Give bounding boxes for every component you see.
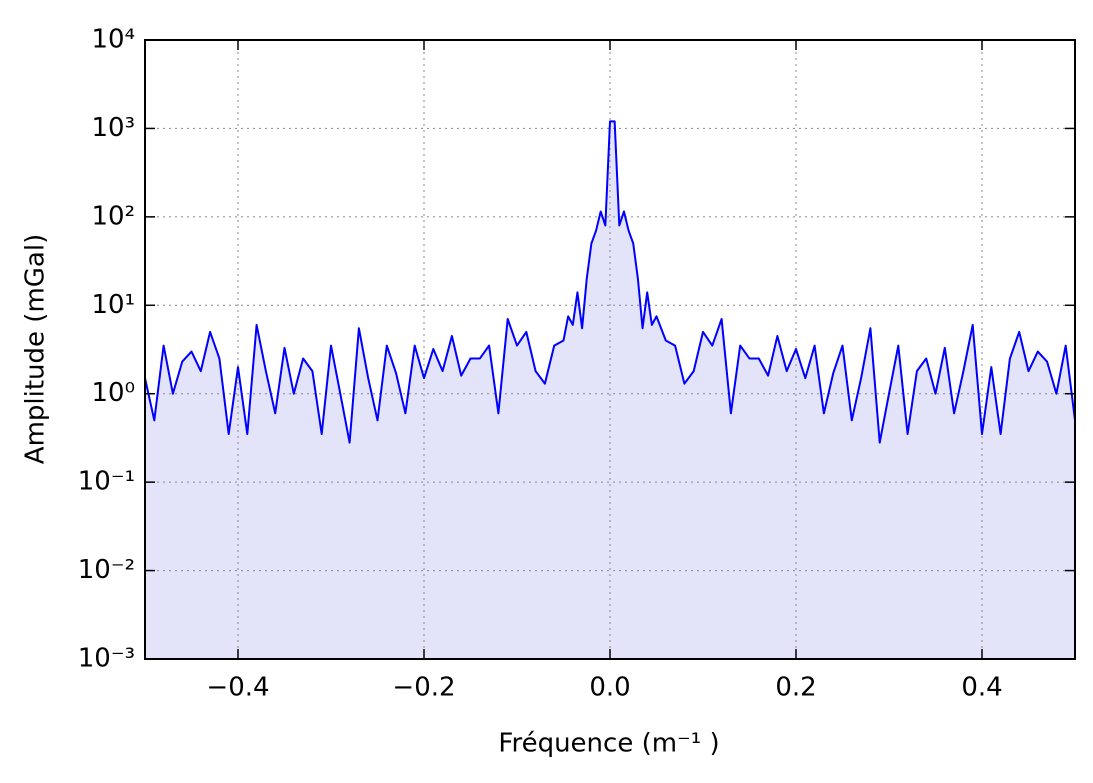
y-tick-label: 10³ — [91, 113, 135, 143]
x-tick-label: 0.0 — [589, 673, 630, 703]
x-tick-label: −0.4 — [206, 673, 269, 703]
x-tick-label: −0.2 — [392, 673, 455, 703]
x-axis-label: Fréquence (m⁻¹ ) — [498, 729, 719, 759]
x-tick-label: 0.2 — [775, 673, 816, 703]
y-tick-label: 10⁴ — [91, 25, 135, 55]
y-tick-label: 10⁻³ — [78, 644, 135, 674]
y-tick-label: 10⁻² — [78, 555, 135, 585]
area-fill — [145, 121, 1075, 660]
data-line — [144, 120, 1076, 444]
y-tick-label: 10⁻¹ — [78, 467, 135, 497]
x-tick-label: 0.4 — [961, 673, 1002, 703]
y-tick-label: 10⁰ — [91, 378, 135, 408]
y-axis-label: Amplitude (mGal) — [21, 234, 51, 464]
y-tick-label: 10² — [91, 201, 135, 231]
y-tick-label: 10¹ — [91, 290, 135, 320]
